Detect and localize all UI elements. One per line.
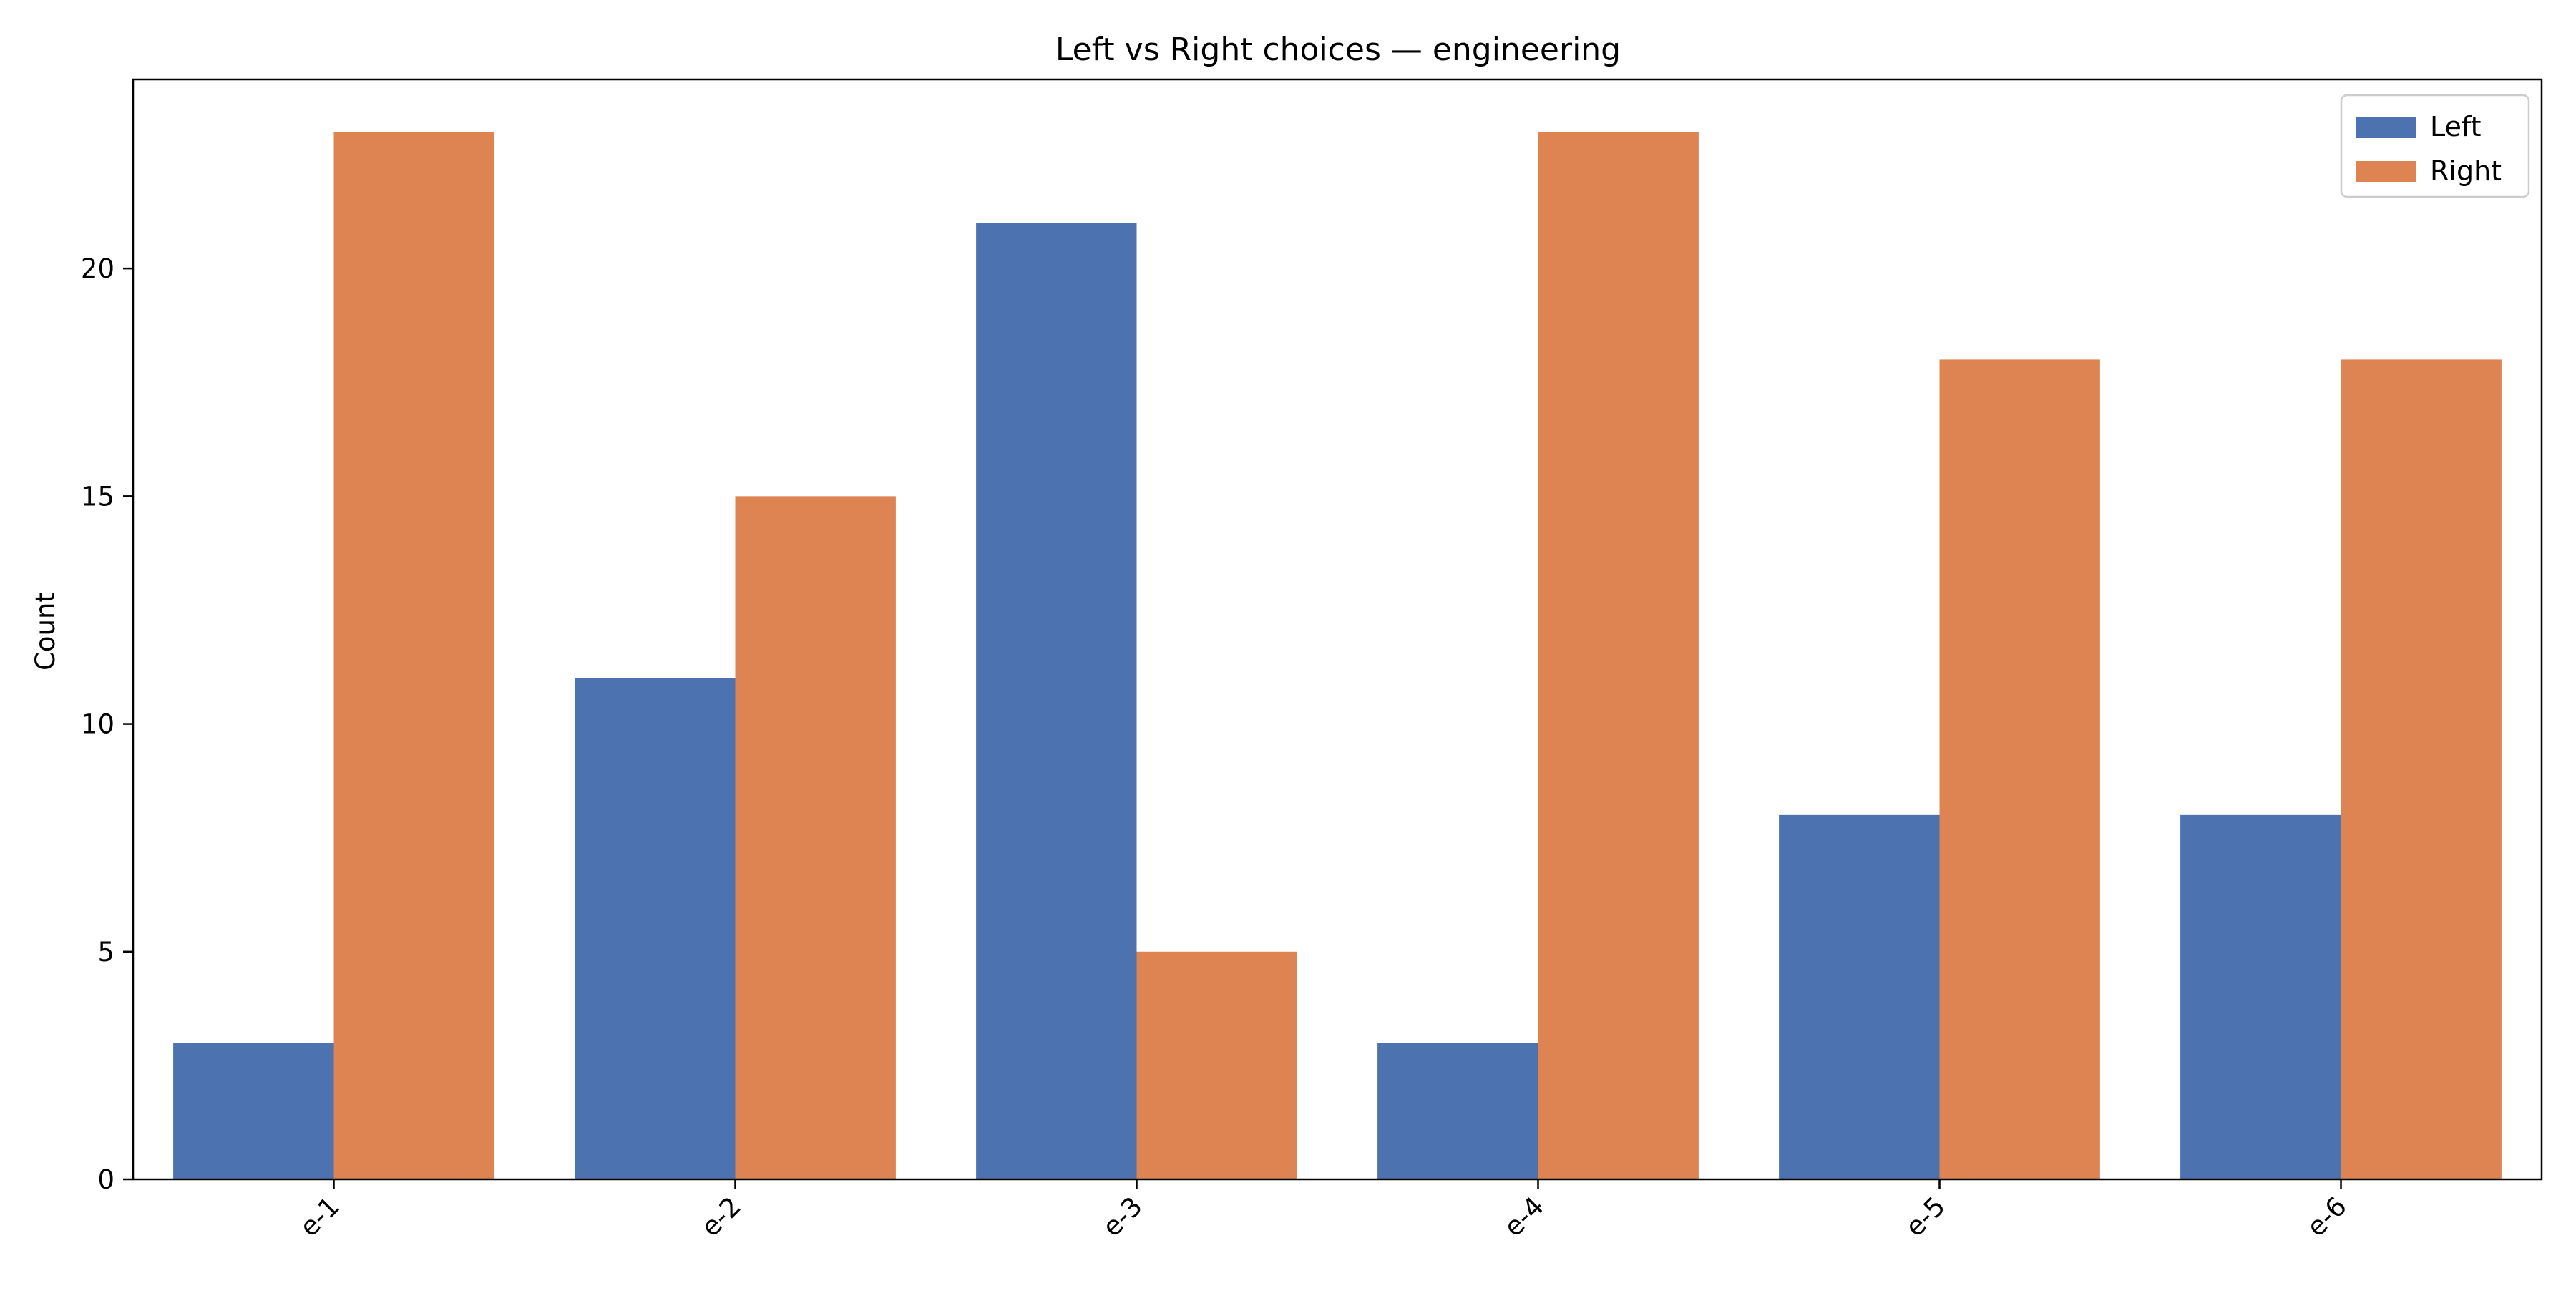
legend-swatch-right [2356,161,2416,182]
legend: Left Right [2340,94,2530,198]
bar-right-e-4 [1538,132,1699,1180]
y-axis: 0 5 10 15 20 [81,253,133,1195]
bar-right-e-3 [1136,951,1297,1179]
bar-right-e-1 [333,132,494,1180]
chart-title: Left vs Right choices — engineering [1055,31,1621,68]
y-tick-label: 15 [81,481,114,512]
y-axis-label: Count [30,592,61,671]
bar-left-e-5 [1779,814,1940,1179]
bar-right-e-5 [1939,359,2100,1180]
legend-swatch-left [2356,117,2416,138]
y-tick-label: 10 [81,709,114,740]
bar-left-e-1 [173,1043,334,1179]
plot-frame [132,78,2543,1181]
bar-left-e-4 [1377,1043,1538,1179]
bar-left-e-6 [2180,814,2341,1179]
legend-label-left: Left [2430,111,2482,142]
bars-layer [173,132,2502,1180]
legend-label-right: Right [2430,155,2502,187]
bar-right-e-6 [2341,359,2502,1180]
bar-left-e-3 [976,223,1137,1179]
bar-left-e-2 [575,678,736,1179]
y-tick-label: 0 [97,1164,114,1195]
y-tick-label: 5 [97,937,114,968]
bar-right-e-2 [735,496,896,1179]
y-tick-label: 20 [81,253,114,284]
